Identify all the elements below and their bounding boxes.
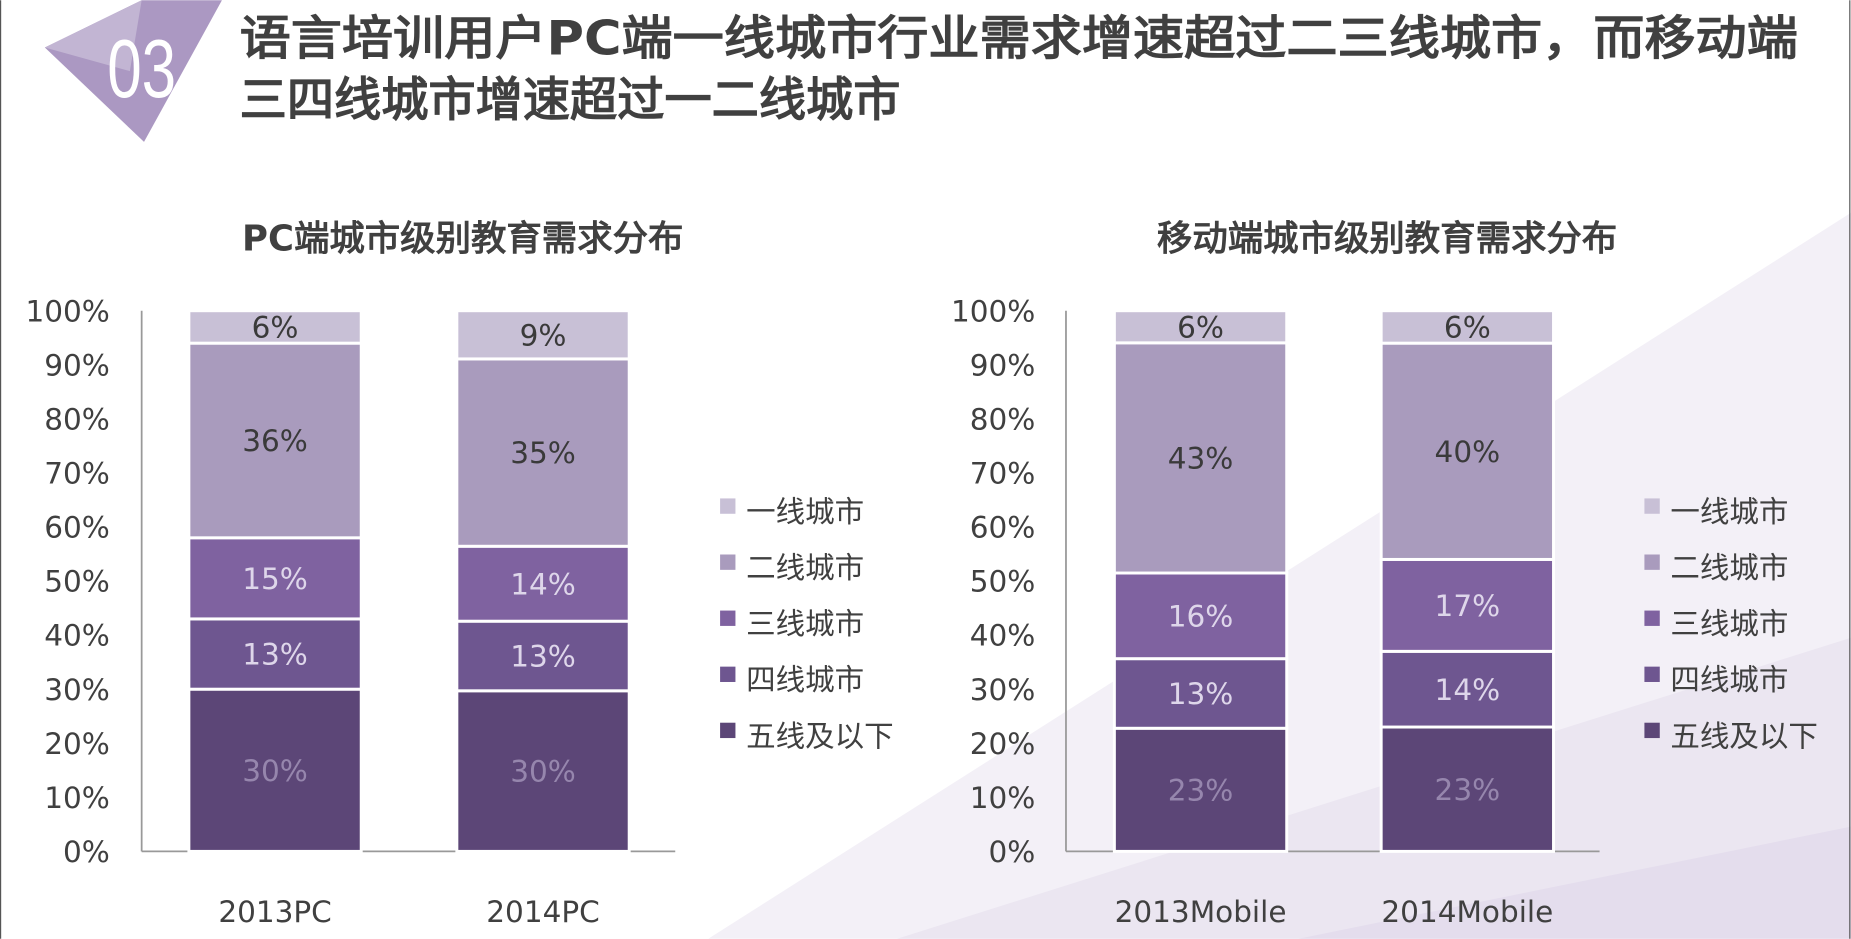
y-tick-label: 100% [951, 294, 1035, 328]
y-tick-label: 0% [63, 835, 110, 869]
bar-segment-tier2 [1112, 341, 1289, 575]
bar-segment-tier1 [455, 309, 631, 361]
data-label: 23% [1435, 773, 1501, 807]
y-tick-label: 90% [44, 348, 110, 382]
bar-segment-tier1 [1112, 309, 1289, 345]
legend-label: 一线城市 [746, 495, 864, 529]
bar-segment-tier4 [187, 617, 363, 691]
data-label: 14% [510, 567, 576, 601]
x-tick-label: 2014PC [486, 895, 599, 929]
legend-swatch-tier5 [720, 722, 736, 739]
y-tick-label: 80% [970, 402, 1036, 436]
data-label: 30% [510, 755, 576, 789]
page-title-line2: 三四线城市增速超过一二线城市 [240, 73, 901, 128]
legend-label: 五线及以下 [1670, 719, 1818, 753]
bar-segment-tier5 [1112, 726, 1289, 853]
legend-swatch-tier2 [720, 554, 736, 570]
y-tick-label: 50% [44, 565, 110, 599]
x-tick-label: 2014Mobile [1381, 895, 1553, 929]
data-label: 16% [1168, 599, 1234, 633]
data-label: 6% [252, 311, 299, 345]
y-tick-label: 60% [44, 511, 110, 545]
legend-swatch-tier4 [1644, 666, 1660, 682]
data-label: 14% [1435, 673, 1501, 707]
legend-label: 一线城市 [1670, 495, 1788, 529]
y-tick-label: 30% [44, 673, 110, 707]
legend-swatch-tier5 [1644, 722, 1660, 739]
chart-title: 移动端城市级别教育需求分布 [1157, 219, 1617, 260]
legend-swatch-tier3 [1644, 610, 1660, 626]
legend-label: 五线及以下 [746, 719, 894, 753]
data-label: 6% [1177, 310, 1224, 344]
x-tick-label: 2013Mobile [1115, 895, 1287, 929]
legend-label: 四线城市 [1670, 663, 1788, 697]
header-badge: 03 [44, 0, 222, 142]
badge-number: 03 [107, 24, 176, 116]
data-label: 43% [1168, 442, 1234, 476]
y-tick-label: 50% [970, 565, 1036, 599]
bar-segment-tier2 [1379, 341, 1555, 561]
y-tick-label: 20% [44, 727, 110, 761]
legend-swatch-tier2 [1644, 554, 1660, 570]
data-label: 40% [1435, 435, 1501, 469]
legend-swatch-tier4 [720, 666, 736, 682]
data-label: 13% [242, 638, 308, 672]
legend-label: 三线城市 [746, 607, 864, 641]
legend-swatch-tier1 [720, 498, 736, 514]
legend-label: 三线城市 [1670, 607, 1788, 641]
y-tick-label: 40% [44, 619, 110, 653]
bar-segment-tier5 [455, 689, 631, 853]
legend-label: 二线城市 [746, 551, 864, 585]
legend-label: 四线城市 [746, 663, 864, 697]
legend-label: 二线城市 [1670, 551, 1788, 585]
y-tick-label: 60% [970, 511, 1036, 545]
bar-segment-tier5 [187, 687, 363, 853]
data-label: 6% [1444, 311, 1491, 345]
data-label: 35% [510, 436, 576, 470]
y-tick-label: 10% [44, 781, 110, 815]
y-tick-label: 70% [44, 457, 110, 491]
bar-segment-tier1 [1379, 309, 1555, 345]
legend-swatch-tier1 [1644, 498, 1660, 514]
y-tick-label: 0% [988, 835, 1035, 869]
data-label: 9% [520, 318, 567, 352]
data-label: 13% [510, 640, 576, 674]
y-tick-label: 30% [970, 673, 1036, 707]
bar-segment-tier5 [1379, 725, 1555, 853]
data-label: 13% [1168, 677, 1234, 711]
page-title-line1: 语言培训用户PC端一线城市行业需求增速超过二三线城市，而移动端 [240, 12, 1798, 67]
bar-segment-tier2 [187, 341, 363, 540]
data-label: 17% [1435, 589, 1501, 623]
bar-segment-tier1 [187, 309, 363, 345]
data-label: 23% [1168, 773, 1234, 807]
bar-segment-tier3 [1379, 557, 1555, 653]
chart-1: 移动端城市级别教育需求分布 0% 10% 20% 30% 40% 50% 60% 70% 80% 9… [951, 219, 1818, 930]
y-tick-label: 80% [44, 402, 110, 436]
data-label: 15% [242, 562, 308, 596]
x-tick-label: 2013PC [218, 895, 331, 929]
chart-title: PC端城市级别教育需求分布 [242, 219, 683, 260]
y-tick-label: 100% [25, 294, 109, 328]
data-label: 30% [242, 754, 308, 788]
bar-segment-tier4 [455, 619, 631, 693]
y-tick-label: 10% [970, 781, 1036, 815]
bar-segment-tier2 [455, 357, 631, 548]
legend-swatch-tier3 [720, 610, 736, 626]
y-tick-label: 40% [970, 619, 1036, 653]
data-label: 36% [242, 424, 308, 458]
y-tick-label: 20% [970, 727, 1036, 761]
y-tick-label: 70% [970, 457, 1036, 491]
bar-segment-tier3 [1112, 571, 1289, 661]
chart-0: PC端城市级别教育需求分布 0% 10% 20% 30% 40% 50% 60% 70% 80% 9… [25, 219, 893, 930]
y-tick-label: 90% [970, 348, 1036, 382]
